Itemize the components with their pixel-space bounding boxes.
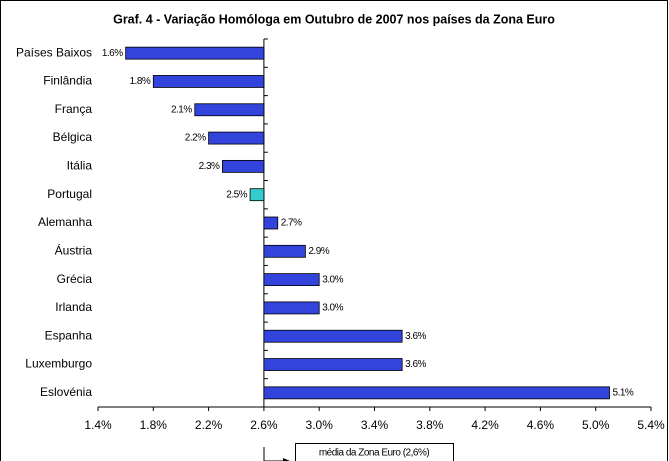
bar [263, 273, 320, 287]
x-tick-label: 2.6% [250, 418, 278, 432]
x-tick-label: 3.4% [361, 418, 389, 432]
value-label: 2.5% [226, 189, 247, 200]
y-tick-label: Portugal [47, 187, 92, 201]
bar [249, 188, 265, 202]
y-tick-label: Itália [67, 159, 93, 173]
bar [263, 386, 610, 400]
bar [263, 216, 279, 230]
annotation-box [295, 443, 454, 461]
value-label: 3.0% [322, 303, 343, 314]
bar [194, 103, 265, 117]
x-tick-label: 3.0% [306, 418, 334, 432]
annotation-arrow [263, 447, 283, 461]
value-label: 1.6% [102, 48, 123, 59]
x-tick-label: 1.8% [140, 418, 168, 432]
x-tick-label: 1.4% [84, 418, 112, 432]
y-tick-label: Áustria [55, 242, 93, 257]
y-tick-label: Alemanha [38, 215, 92, 229]
y-tick-label: Irlanda [55, 300, 92, 314]
bar [263, 329, 403, 343]
bar [152, 75, 265, 88]
annotation-arrow-head [283, 458, 290, 461]
bar [222, 159, 265, 173]
x-tick-label: 3.8% [416, 418, 444, 432]
bar [125, 46, 265, 60]
x-tick-label: 4.6% [527, 418, 555, 432]
y-tick-label: Eslovénia [40, 385, 92, 399]
value-label: 5.1% [613, 387, 634, 398]
value-label: 2.3% [199, 161, 220, 172]
bar [263, 301, 320, 315]
bar [263, 244, 306, 258]
x-tick-label: 2.2% [195, 418, 223, 432]
bar [208, 131, 265, 145]
x-tick-label: 5.4% [637, 418, 665, 432]
y-tick-label: França [55, 102, 93, 116]
value-label: 2.7% [281, 218, 302, 229]
value-label: 2.1% [171, 104, 192, 115]
value-label: 3.6% [405, 331, 426, 342]
annotation: média da Zona Euro (2,6%) [319, 448, 430, 459]
value-label: 2.9% [308, 246, 329, 257]
y-tick-label: Bélgica [53, 130, 93, 144]
y-tick-label: Luxemburgo [25, 357, 92, 371]
value-label: 3.0% [322, 274, 343, 285]
value-label: 2.2% [185, 133, 206, 144]
y-tick-label: Países Baixos [16, 45, 92, 59]
bar [263, 358, 403, 371]
chart-title: Graf. 4 - Variação Homóloga em Outubro d… [113, 12, 555, 26]
y-tick-label: Finlândia [43, 74, 92, 88]
x-tick-label: 5.0% [582, 418, 610, 432]
value-label: 1.8% [130, 76, 151, 87]
x-tick-label: 4.2% [471, 418, 499, 432]
value-label: 3.6% [405, 359, 426, 370]
y-tick-label: Grécia [57, 272, 93, 286]
y-tick-label: Espanha [45, 328, 93, 342]
